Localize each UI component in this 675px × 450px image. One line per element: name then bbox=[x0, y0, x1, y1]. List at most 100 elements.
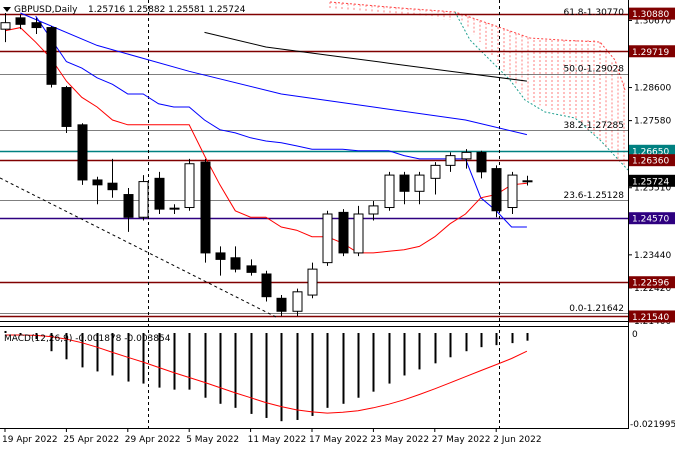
candle bbox=[77, 123, 88, 185]
fib-label: 23.6-1.25128 bbox=[563, 191, 624, 201]
candle bbox=[46, 25, 57, 88]
price-label-darkred: 1.21540 bbox=[629, 310, 675, 323]
candle bbox=[292, 288, 303, 317]
candle-body bbox=[476, 151, 487, 173]
price-label-text: 1.25724 bbox=[632, 177, 669, 187]
candle-body bbox=[338, 211, 349, 254]
candle bbox=[307, 262, 318, 299]
ma-fast-line bbox=[4, 27, 527, 254]
candle-body bbox=[138, 181, 149, 218]
candle-body bbox=[169, 207, 180, 210]
candle-body bbox=[261, 273, 272, 298]
candle bbox=[507, 171, 518, 214]
price-tick-label: 1.22420 bbox=[634, 284, 671, 294]
macd-min-label: -0.021995 bbox=[630, 420, 675, 430]
candle-body bbox=[445, 155, 456, 166]
candle bbox=[0, 12, 11, 43]
cloud-lower-span bbox=[454, 11, 629, 171]
candle bbox=[445, 152, 456, 172]
candle-body bbox=[77, 124, 88, 181]
time-label: 11 May 2022 bbox=[248, 435, 307, 445]
candle bbox=[123, 188, 134, 232]
price-label-box bbox=[629, 174, 675, 187]
ma-mid-line bbox=[35, 15, 527, 228]
candle bbox=[399, 171, 410, 205]
candle-body bbox=[31, 22, 42, 29]
time-label: 27 May 2022 bbox=[432, 435, 491, 445]
candle bbox=[491, 165, 502, 218]
candle-body bbox=[123, 194, 134, 218]
price-label-text: 1.22596 bbox=[632, 279, 669, 289]
candle bbox=[61, 85, 72, 133]
vertical-separators bbox=[148, 0, 500, 428]
candle bbox=[476, 150, 487, 179]
candle-body bbox=[230, 257, 241, 270]
candle-body bbox=[461, 151, 472, 160]
price-label-text: 1.21540 bbox=[632, 313, 669, 323]
candle-body bbox=[46, 27, 57, 85]
symbol-dropdown-icon[interactable] bbox=[3, 7, 11, 12]
fib-label: 50.0-1.29028 bbox=[563, 65, 624, 75]
candle-body bbox=[507, 174, 518, 209]
candle-body bbox=[522, 180, 533, 183]
time-label: 29 Apr 2022 bbox=[125, 435, 181, 445]
time-label: 5 May 2022 bbox=[186, 435, 239, 445]
candle bbox=[215, 246, 226, 276]
candle bbox=[169, 204, 180, 214]
candle-body bbox=[276, 297, 287, 312]
candle bbox=[338, 209, 349, 257]
candle-body bbox=[107, 182, 118, 191]
candle bbox=[92, 176, 103, 205]
candle bbox=[200, 158, 211, 263]
macd-pane[interactable] bbox=[0, 326, 628, 428]
candle-body bbox=[292, 291, 303, 312]
price-tick-label: 1.23440 bbox=[634, 251, 671, 261]
candle bbox=[138, 175, 149, 221]
price-label-box bbox=[629, 212, 675, 225]
macd-zero-label: 0 bbox=[632, 330, 638, 340]
time-axis-bg[interactable] bbox=[0, 428, 675, 450]
price-label-box bbox=[629, 45, 675, 58]
candle-body bbox=[61, 87, 72, 127]
price-tick-label: 1.28600 bbox=[634, 84, 671, 94]
price-label-purple: 1.24570 bbox=[629, 212, 675, 225]
price-label-text: 1.26360 bbox=[632, 157, 669, 167]
time-label: 19 Apr 2022 bbox=[2, 435, 58, 445]
candle-body bbox=[154, 177, 165, 210]
price-label-text: 1.26650 bbox=[632, 147, 669, 157]
candle-body bbox=[491, 168, 502, 212]
candle bbox=[368, 201, 379, 221]
symbol-label[interactable]: GBPUSD,Daily bbox=[14, 5, 78, 15]
candle-body bbox=[0, 22, 11, 30]
candle-body bbox=[307, 268, 318, 296]
candle-body bbox=[430, 164, 441, 179]
dashed-trendline bbox=[0, 177, 279, 319]
candle bbox=[461, 149, 472, 169]
time-axis: 19 Apr 2022 25 Apr 2022 29 Apr 2022 5 May 2… bbox=[2, 428, 542, 445]
price-label-text: 1.30880 bbox=[632, 10, 669, 20]
candle bbox=[322, 210, 333, 266]
candle bbox=[414, 171, 425, 205]
price-label-current: 1.25724 bbox=[629, 174, 675, 187]
time-label: 2 Jun 2022 bbox=[493, 435, 541, 445]
candle bbox=[353, 205, 364, 257]
candle bbox=[15, 14, 26, 30]
price-scale: 1.30670 1.28600 1.27580 1.25510 1.23440 1.224… bbox=[628, 7, 675, 327]
price-label-darkred: 1.30880 bbox=[629, 7, 675, 20]
candle-body bbox=[184, 163, 195, 209]
price-label-text: 1.24570 bbox=[632, 215, 669, 225]
fibonacci-labels: 61.8-1.30770 50.0-1.29028 38.2-1.27285 23.6… bbox=[563, 8, 624, 314]
time-label: 23 May 2022 bbox=[370, 435, 429, 445]
candle bbox=[384, 171, 395, 211]
price-tick-label: 1.30670 bbox=[634, 16, 671, 26]
candle bbox=[276, 295, 287, 317]
candle bbox=[430, 162, 441, 195]
price-label-darkred: 1.29719 bbox=[629, 45, 675, 58]
cloud-upper-span bbox=[329, 1, 626, 91]
price-label-text: 1.29719 bbox=[632, 48, 669, 58]
candles bbox=[0, 12, 533, 317]
candle bbox=[107, 158, 118, 198]
fib-label: 61.8-1.30770 bbox=[563, 8, 624, 18]
candle-body bbox=[15, 17, 26, 25]
price-label-darkred: 1.22596 bbox=[629, 276, 675, 289]
